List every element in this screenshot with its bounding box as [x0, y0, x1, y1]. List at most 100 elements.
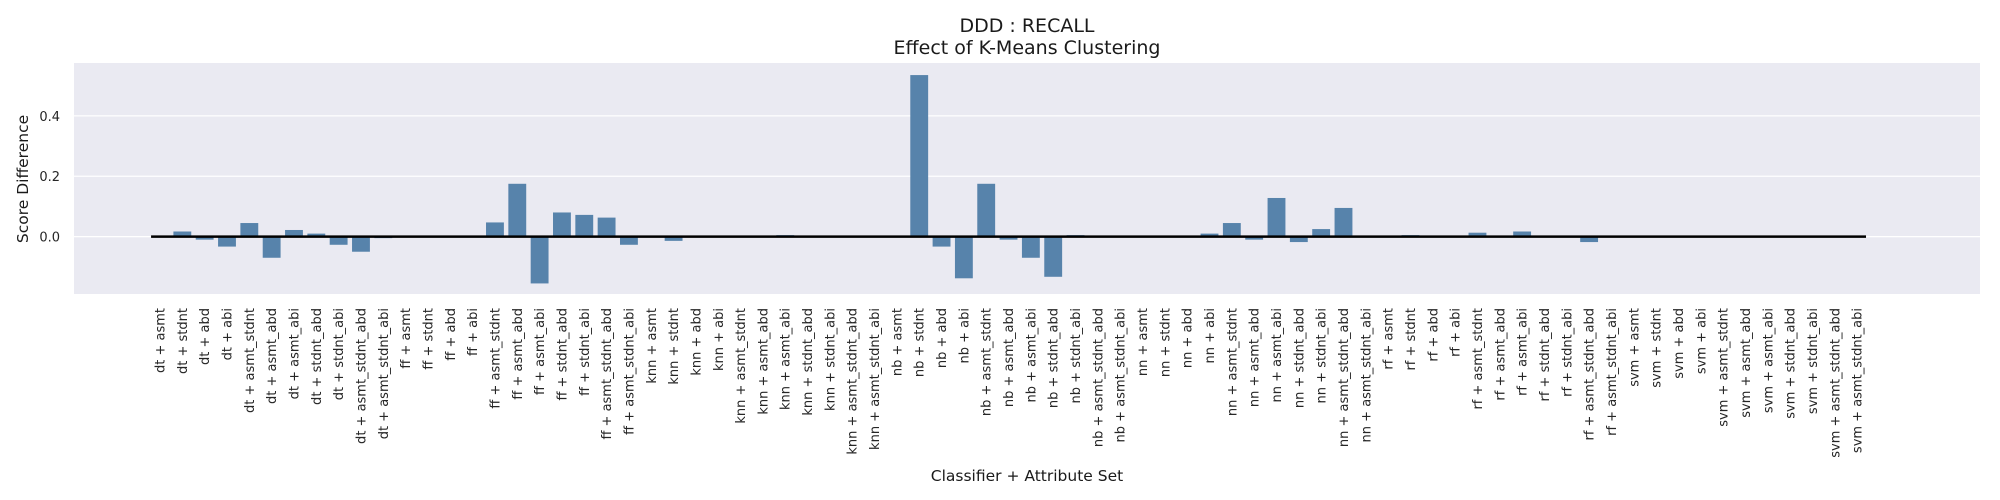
bar	[910, 75, 929, 237]
bar	[1267, 197, 1286, 237]
x-tick-label: rf + abi	[1449, 308, 1464, 357]
x-tick-label: nn + asmt_stdnt_abd	[1337, 308, 1352, 447]
x-tick-label: svm + asmt_abi	[1761, 308, 1776, 413]
y-tick-label: 0.4	[39, 110, 60, 125]
x-tick-label: rf + asmt_abd	[1493, 308, 1508, 401]
bar	[999, 236, 1018, 240]
x-tick-label: nb + asmt_stdnt_abi	[1114, 308, 1129, 442]
x-tick-label: rf + asmt_abi	[1516, 308, 1531, 396]
x-tick-label: rf + stdnt_abd	[1538, 308, 1553, 402]
bar	[1289, 236, 1308, 243]
x-tick-label: svm + asmt_abd	[1739, 308, 1754, 418]
bar	[575, 214, 594, 237]
x-tick-label: rf + asmt_stdnt_abi	[1605, 308, 1620, 436]
x-tick-label: rf + asmt_stdnt_abd	[1583, 308, 1598, 441]
x-tick-label: dt + stdnt	[176, 308, 191, 374]
x-tick-label: nn + asmt_abd	[1248, 308, 1263, 407]
y-tick-labels: 0.0 0.2 0.4	[39, 110, 60, 246]
x-tick-label: nn + stdnt_abd	[1292, 308, 1307, 408]
x-tick-label: nb + stdnt_abd	[1047, 308, 1062, 408]
bar	[530, 236, 549, 284]
bar	[195, 236, 214, 240]
bar	[218, 236, 236, 247]
x-tick-label: knn + abi	[712, 308, 727, 371]
bar	[173, 231, 192, 237]
x-tick-label: nn + asmt_stdnt	[1225, 308, 1240, 416]
x-tick-label: dt + abd	[198, 308, 213, 365]
x-tick-label: ff + abi	[466, 308, 481, 356]
bars	[173, 75, 1599, 284]
x-tick-labels: dt + asmt dt + stdnt dt + abd dt + abi dt + …	[154, 308, 1866, 458]
x-tick-label: nb + abi	[957, 308, 972, 363]
bar	[954, 236, 973, 279]
bar	[1334, 207, 1353, 237]
bar	[553, 212, 571, 237]
x-tick-label: rf + abd	[1426, 308, 1441, 362]
bar	[1312, 229, 1331, 237]
x-tick-label: ff + asmt_stdnt_abi	[622, 308, 637, 435]
x-tick-label: nb + asmt_stdnt	[980, 308, 995, 416]
bar	[285, 229, 303, 237]
bar	[619, 236, 638, 245]
bar	[1580, 236, 1599, 243]
x-tick-label: dt + stdnt_abd	[310, 308, 325, 405]
x-tick-label: dt + asmt_abd	[265, 308, 280, 404]
x-tick-label: svm + abi	[1694, 308, 1709, 374]
x-tick-label: nb + asmt	[890, 308, 905, 376]
x-tick-label: dt + asmt_stdnt	[243, 308, 258, 413]
x-tick-label: ff + abd	[444, 308, 459, 361]
x-tick-label: svm + asmt_stdnt	[1717, 308, 1732, 427]
x-tick-label: ff + asmt_stdnt_abd	[600, 308, 615, 440]
x-tick-label: rf + stdnt	[1404, 308, 1419, 371]
x-tick-label: knn + asmt_stdnt	[734, 308, 749, 424]
x-tick-label: ff + stdnt_abd	[555, 308, 570, 401]
y-axis-label: Score Difference	[14, 115, 32, 243]
bar	[486, 222, 504, 237]
x-tick-label: knn + asmt	[645, 308, 660, 384]
x-tick-label: dt + asmt_stdnt_abd	[354, 308, 369, 444]
x-tick-label: svm + stdnt_abi	[1806, 308, 1821, 414]
x-tick-label: nn + stdnt_abi	[1315, 308, 1330, 403]
x-tick-label: ff + asmt	[399, 308, 414, 369]
x-tick-label: svm + stdnt_abd	[1784, 308, 1799, 419]
bar	[1245, 236, 1264, 240]
bar	[977, 183, 996, 237]
bar	[307, 233, 326, 237]
x-tick-label: nn + abd	[1181, 308, 1196, 368]
y-tick-label: 0.2	[39, 170, 60, 185]
x-tick-label: svm + asmt_stdnt_abi	[1851, 308, 1866, 453]
x-tick-label: nb + asmt_abi	[1024, 308, 1039, 402]
x-tick-label: knn + asmt_stdnt_abd	[846, 308, 861, 455]
x-tick-label: rf + asmt_stdnt	[1471, 308, 1486, 410]
x-tick-label: nn + asmt	[1136, 308, 1151, 376]
x-tick-label: ff + asmt_abi	[533, 308, 548, 395]
x-tick-label: nb + stdnt	[913, 308, 928, 377]
x-tick-label: knn + stdnt_abi	[823, 308, 838, 411]
x-tick-label: dt + abi	[220, 308, 235, 360]
chart-title: DDD : RECALL	[959, 15, 1094, 37]
x-tick-label: rf + asmt	[1382, 308, 1397, 370]
bar	[1200, 233, 1219, 237]
bar	[932, 236, 951, 247]
chart-subtitle: Effect of K-Means Clustering	[894, 37, 1161, 59]
x-tick-label: dt + stdnt_abi	[332, 308, 347, 400]
bar	[1021, 236, 1040, 258]
bar	[1468, 232, 1487, 237]
bar	[664, 236, 683, 241]
x-tick-label: ff + stdnt_abi	[578, 308, 593, 396]
x-tick-label: dt + asmt_abi	[287, 308, 302, 399]
x-tick-label: knn + asmt_stdnt_abi	[868, 308, 883, 450]
bar	[329, 236, 348, 245]
bar	[1222, 223, 1241, 237]
bar	[1513, 231, 1532, 237]
x-axis-label: Classifier + Attribute Set	[931, 467, 1123, 485]
bar	[240, 223, 259, 237]
x-tick-label: nb + abd	[935, 308, 950, 368]
x-tick-label: rf + stdnt_abi	[1560, 308, 1575, 397]
x-tick-label: ff + asmt_stdnt	[488, 308, 503, 409]
x-tick-label: nb + asmt_abd	[1002, 308, 1017, 407]
bar	[597, 217, 616, 237]
x-tick-label: ff + stdnt	[421, 308, 436, 370]
x-tick-label: knn + stdnt_abd	[801, 308, 816, 416]
